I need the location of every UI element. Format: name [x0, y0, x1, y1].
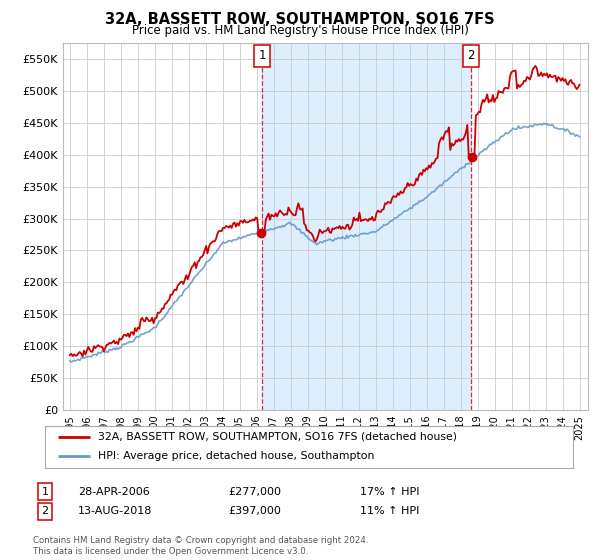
- Text: Price paid vs. HM Land Registry's House Price Index (HPI): Price paid vs. HM Land Registry's House …: [131, 24, 469, 37]
- Text: 1: 1: [41, 487, 49, 497]
- Text: 2: 2: [41, 506, 49, 516]
- Text: £277,000: £277,000: [228, 487, 281, 497]
- Text: £397,000: £397,000: [228, 506, 281, 516]
- Text: 13-AUG-2018: 13-AUG-2018: [78, 506, 152, 516]
- Text: 32A, BASSETT ROW, SOUTHAMPTON, SO16 7FS: 32A, BASSETT ROW, SOUTHAMPTON, SO16 7FS: [105, 12, 495, 27]
- Text: 28-APR-2006: 28-APR-2006: [78, 487, 150, 497]
- Text: 32A, BASSETT ROW, SOUTHAMPTON, SO16 7FS (detached house): 32A, BASSETT ROW, SOUTHAMPTON, SO16 7FS …: [98, 432, 457, 442]
- Text: HPI: Average price, detached house, Southampton: HPI: Average price, detached house, Sout…: [98, 451, 374, 461]
- Text: 17% ↑ HPI: 17% ↑ HPI: [360, 487, 419, 497]
- Text: 1: 1: [259, 49, 266, 62]
- Text: 2: 2: [467, 49, 475, 62]
- Bar: [262, 43, 471, 410]
- Text: Contains HM Land Registry data © Crown copyright and database right 2024.
This d: Contains HM Land Registry data © Crown c…: [33, 536, 368, 556]
- Text: 11% ↑ HPI: 11% ↑ HPI: [360, 506, 419, 516]
